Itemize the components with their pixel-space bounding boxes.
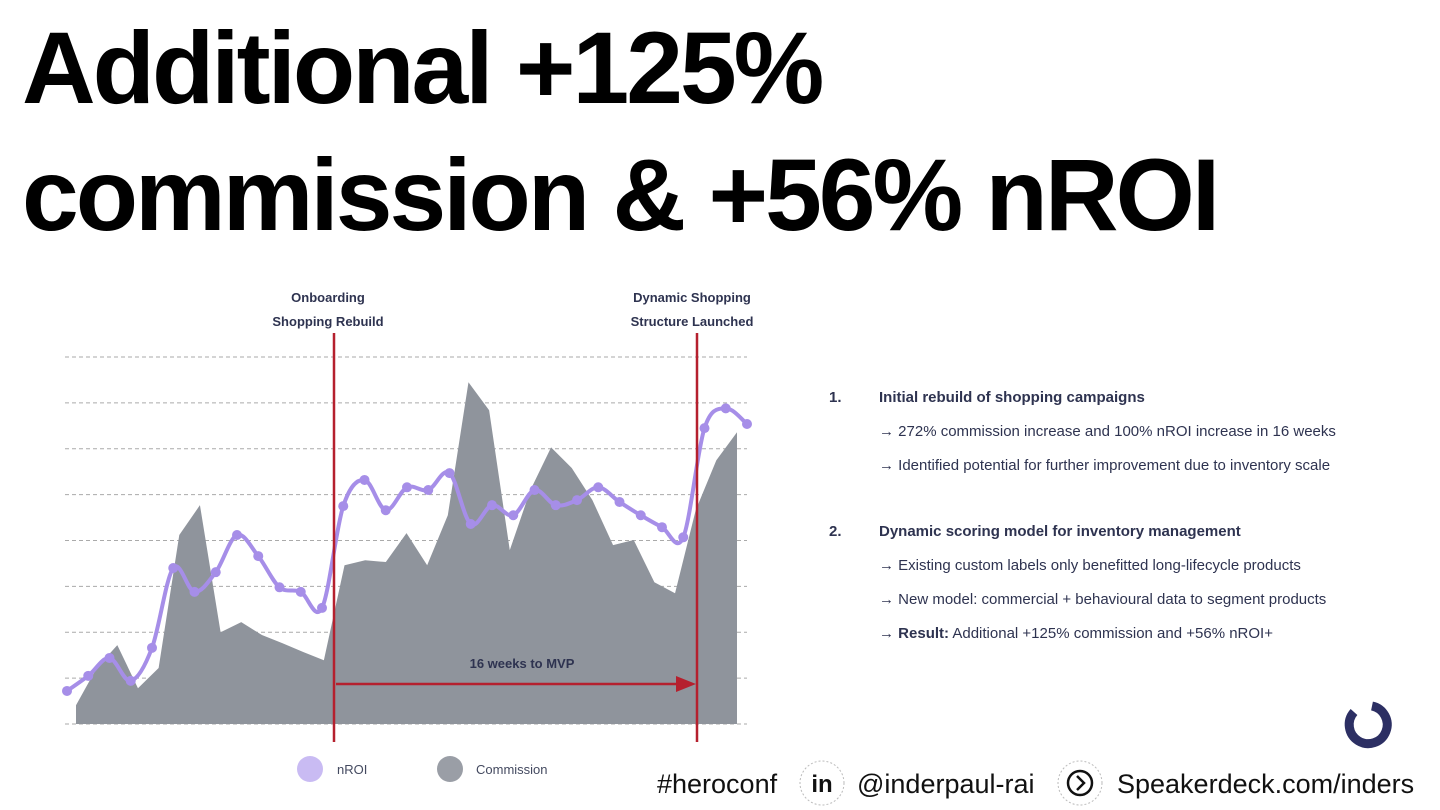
point	[317, 602, 327, 613]
milestone-label: Dynamic Shopping	[633, 290, 751, 305]
point	[295, 586, 306, 597]
title-line: commission & +56% nROI	[22, 138, 1217, 252]
point	[465, 518, 476, 529]
point	[104, 652, 115, 663]
bullet: → New model: commercial + behavioural da…	[879, 591, 1326, 608]
bullet: → 272% commission increase and 100% nROI…	[879, 423, 1336, 440]
handle: @inderpaul-rai	[857, 769, 1035, 799]
point	[614, 496, 625, 507]
legend-swatch	[437, 756, 463, 782]
hashtag: #heroconf	[657, 769, 778, 799]
point	[657, 522, 667, 533]
result: → Result: Additional +125% commission an…	[879, 625, 1273, 642]
point	[338, 501, 349, 512]
point	[359, 474, 370, 485]
point	[168, 563, 179, 574]
linkedin-icon: in	[811, 771, 832, 798]
point	[274, 582, 285, 593]
point	[189, 586, 200, 597]
point	[508, 510, 519, 521]
point	[62, 685, 72, 696]
point	[572, 495, 582, 506]
milestone-label: Structure Launched	[631, 314, 754, 329]
legend-label: nROI	[337, 762, 367, 777]
milestone-label: Onboarding	[291, 290, 365, 305]
speakerdeck-icon	[1076, 775, 1086, 791]
point	[423, 485, 434, 496]
result-arrow: →	[879, 625, 894, 642]
bullet: → Identified potential for further impro…	[879, 457, 1330, 474]
milestone-label: Shopping Rebuild	[272, 314, 383, 329]
point	[699, 423, 710, 434]
span-arrowhead	[676, 676, 696, 692]
point	[550, 500, 561, 511]
point	[83, 670, 94, 681]
linkedin-badge	[799, 760, 845, 806]
point-heading: Initial rebuild of shopping campaigns	[879, 389, 1145, 406]
point	[444, 468, 455, 479]
point	[529, 485, 540, 496]
point	[402, 482, 412, 493]
notes: 1. Initial rebuild of shopping campaigns →…	[829, 389, 1336, 642]
site: Speakerdeck.com/inders	[1117, 769, 1414, 799]
speakerdeck-icon	[1066, 769, 1094, 797]
point	[487, 500, 497, 511]
point-number: 1.	[829, 389, 842, 406]
point	[125, 675, 136, 686]
area	[76, 382, 737, 724]
span-label: 16 weeks to MVP	[470, 656, 575, 671]
bullet: → Existing custom labels only benefitted…	[879, 557, 1301, 574]
point	[380, 505, 391, 516]
point	[678, 532, 689, 543]
chart: Onboarding Shopping Rebuild Dynamic Shoppi…	[62, 290, 753, 782]
title-line: Additional +125%	[22, 11, 822, 125]
result-label: Result:	[898, 625, 949, 642]
point-number: 2.	[829, 523, 842, 540]
point	[635, 510, 646, 521]
point	[720, 403, 731, 414]
legend-label: Commission	[476, 762, 548, 777]
point	[147, 642, 157, 653]
result-text: Additional +125% commission and +56% nRO…	[952, 625, 1273, 642]
logo	[1344, 701, 1392, 749]
point	[210, 567, 221, 578]
point-heading: Dynamic scoring model for inventory mana…	[879, 523, 1241, 540]
legend-swatch	[297, 756, 323, 782]
point	[253, 551, 264, 562]
point	[232, 529, 242, 540]
point	[593, 482, 604, 493]
speakerdeck-badge	[1057, 760, 1103, 806]
point	[742, 418, 752, 429]
